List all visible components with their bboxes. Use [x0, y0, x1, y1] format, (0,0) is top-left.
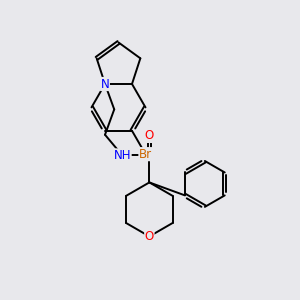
Text: NH: NH: [114, 149, 131, 162]
Text: O: O: [145, 230, 154, 243]
Text: Br: Br: [139, 148, 152, 160]
Text: O: O: [145, 129, 154, 142]
Text: N: N: [100, 77, 109, 91]
